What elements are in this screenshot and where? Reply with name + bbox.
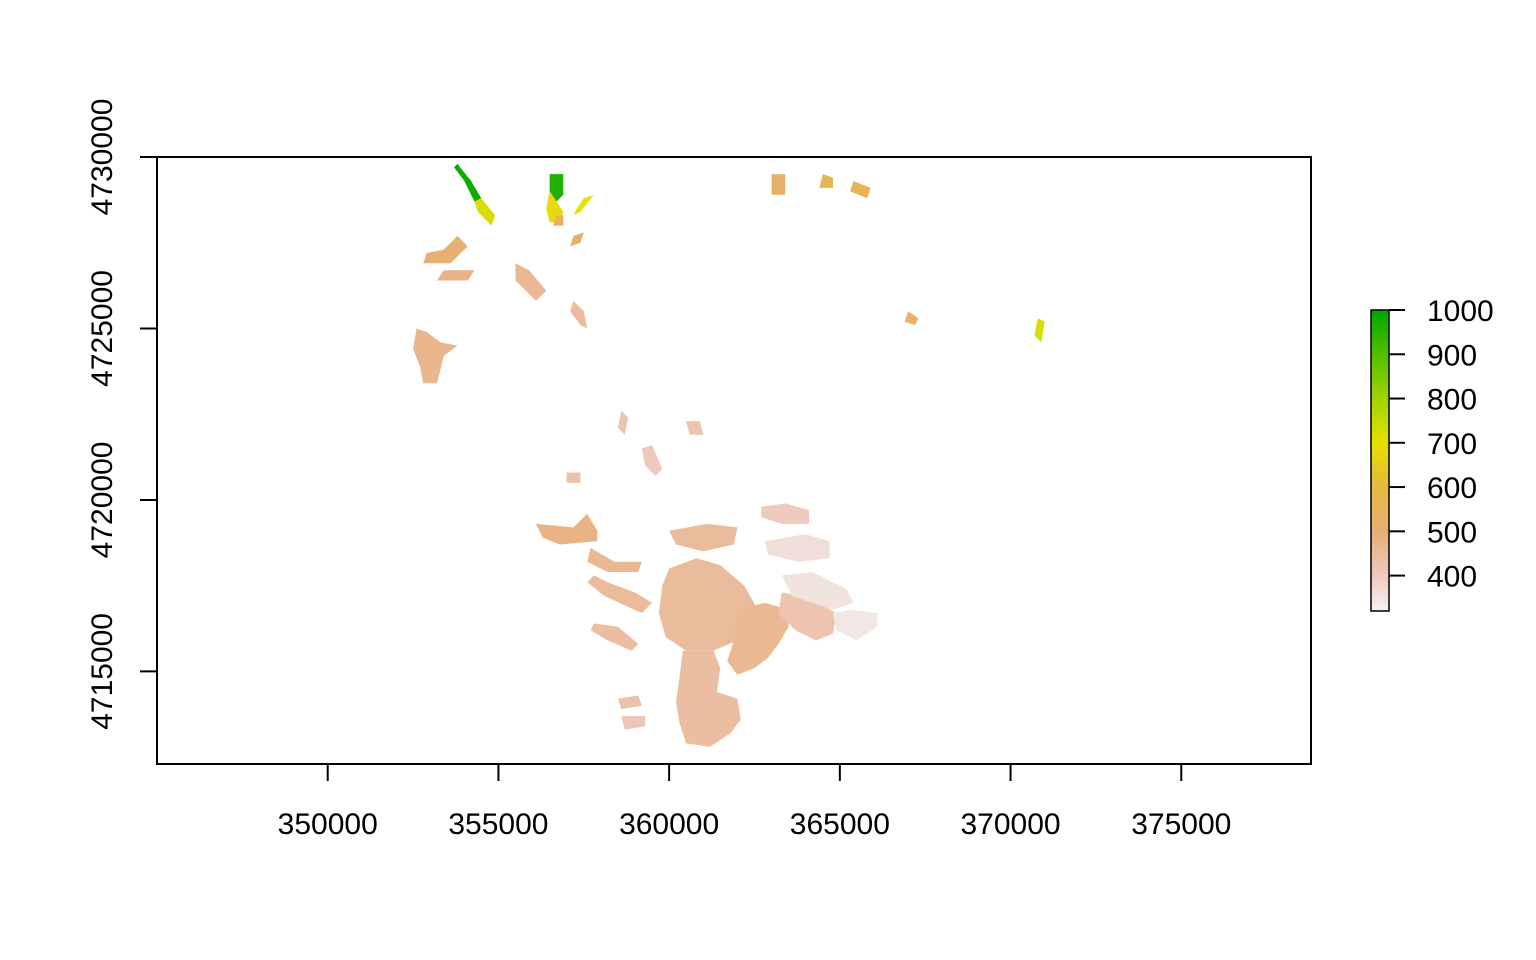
raster-patch (553, 215, 564, 226)
y-tick-label: 4715000 (86, 613, 119, 730)
legend-tick-label: 400 (1427, 561, 1477, 594)
raster-patch (474, 198, 495, 226)
raster-patch (669, 523, 738, 552)
raster-patch (590, 623, 639, 651)
legend-tick-label: 800 (1427, 384, 1477, 417)
y-axis: 4715000 4720000 4725000 4730000 (86, 99, 158, 730)
raster-patch (566, 472, 581, 483)
raster-patch (423, 235, 468, 264)
raster-patch (1034, 318, 1045, 343)
raster-patch (658, 558, 758, 651)
raster-patch (641, 445, 663, 476)
raster-patch (454, 163, 482, 202)
x-tick-label: 360000 (619, 808, 719, 841)
colorbar-legend: 400 500 600 700 800 900 1000 (1370, 295, 1494, 612)
raster-patch (686, 421, 704, 435)
raster-patch (587, 547, 642, 572)
raster-patch (617, 695, 642, 710)
raster-patch (781, 572, 854, 610)
raster-patch (587, 575, 653, 614)
raster-patch (850, 181, 871, 199)
x-tick-label: 355000 (448, 808, 548, 841)
raster-patch (413, 328, 458, 384)
raster-patch (676, 650, 741, 747)
plot-frame (156, 156, 1312, 765)
legend-tick-label: 900 (1427, 339, 1477, 372)
raster-patch (570, 232, 584, 247)
x-tick-label: 370000 (960, 808, 1060, 841)
raster-patch (536, 513, 598, 545)
legend-tick-label: 1000 (1427, 295, 1494, 328)
raster-patch (549, 174, 564, 202)
raster-patch (833, 609, 878, 641)
raster-patch (621, 716, 646, 730)
raster-patch (437, 270, 475, 281)
y-tick-label: 4720000 (86, 442, 119, 559)
raster-patch (761, 503, 810, 524)
x-tick-label: 350000 (278, 808, 378, 841)
raster-patch (764, 534, 830, 562)
colorbar-ticks: 400 500 600 700 800 900 1000 (1389, 295, 1494, 594)
raster-patch (771, 174, 786, 195)
raster-patch (727, 602, 789, 675)
raster-patch (904, 311, 919, 325)
x-axis: 350000 355000 360000 365000 370000 375000 (278, 763, 1231, 841)
colorbar (1370, 309, 1390, 612)
y-tick-label: 4730000 (86, 99, 119, 216)
raster-patch (819, 174, 833, 188)
legend-tick-label: 700 (1427, 428, 1477, 461)
raster-patch (515, 263, 547, 301)
raster-patch (778, 592, 837, 641)
raster-patch (617, 410, 629, 435)
legend-tick-label: 500 (1427, 516, 1477, 549)
x-tick-label: 375000 (1131, 808, 1231, 841)
legend-tick-label: 600 (1427, 472, 1477, 505)
raster-patch (570, 301, 588, 329)
raster-patches (413, 163, 1045, 747)
raster-patch (573, 194, 594, 216)
y-tick-label: 4725000 (86, 270, 119, 387)
raster-patch (546, 191, 564, 223)
x-tick-label: 365000 (790, 808, 890, 841)
